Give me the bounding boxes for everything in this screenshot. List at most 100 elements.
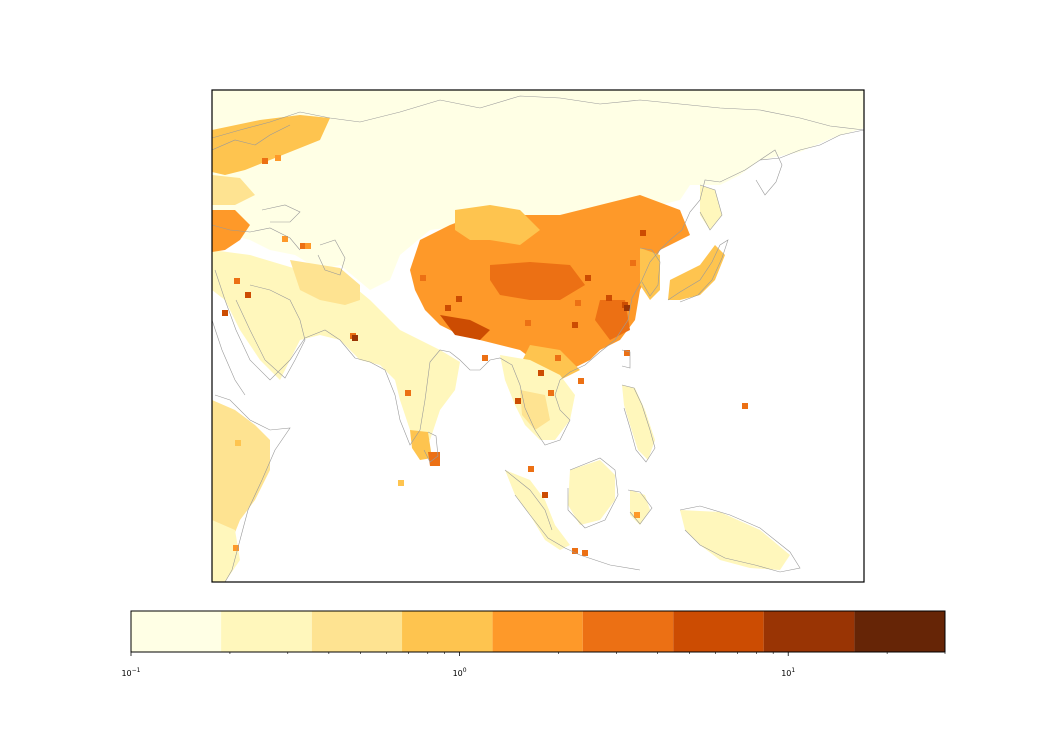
coastline: [639, 247, 661, 297]
heat-cell: [515, 398, 521, 404]
heat-region: [410, 430, 432, 460]
coastline: [667, 239, 729, 303]
map-frame: [211, 89, 865, 583]
coastline: [235, 284, 306, 379]
heat-cell: [482, 355, 488, 361]
heat-cell: [575, 300, 581, 306]
coastline: [679, 505, 801, 573]
heat-cell: [456, 296, 462, 302]
colorbar-segment: [492, 611, 583, 652]
coastline: [567, 457, 619, 529]
colorbar-segments: [131, 611, 945, 652]
coastline: [423, 431, 439, 463]
heat-cell: [233, 545, 239, 551]
heat-region: [668, 245, 725, 300]
heat-cell: [624, 305, 630, 311]
heat-cell: [606, 295, 612, 301]
heat-cell: [420, 275, 426, 281]
coastline-layer: [212, 95, 864, 582]
heatmap-layer: [212, 90, 864, 582]
heat-cell: [405, 390, 411, 396]
heat-cell: [624, 350, 630, 356]
coastline: [621, 384, 656, 463]
coastline: [261, 204, 301, 223]
heat-cell: [555, 355, 561, 361]
coastline: [514, 494, 641, 571]
heat-region: [520, 390, 550, 430]
heat-region: [505, 470, 570, 550]
heat-cell: [234, 278, 240, 284]
colorbar-tick-label: 10−1: [121, 667, 140, 678]
heat-cell: [548, 390, 554, 396]
colorbar-segment: [673, 611, 764, 652]
heat-region: [490, 262, 585, 300]
coastline: [214, 129, 864, 446]
colorbar-tick-label: 100: [453, 667, 467, 678]
heat-cell: [572, 322, 578, 328]
coastline: [214, 394, 291, 582]
heat-cell: [222, 310, 228, 316]
heat-cell: [352, 335, 358, 341]
coastline: [755, 149, 783, 196]
heat-cell: [600, 270, 606, 276]
colorbar-ticks: 10−1 100 101: [121, 652, 946, 678]
heat-cell: [305, 243, 311, 249]
colorbar-tick-label: 101: [781, 667, 795, 678]
heat-cell: [235, 440, 241, 446]
heat-region: [212, 250, 460, 445]
heat-cell: [435, 282, 441, 288]
coastline: [621, 349, 631, 369]
heat-cell: [613, 322, 619, 328]
heat-cell: [275, 155, 281, 161]
heat-cell: [538, 370, 544, 376]
heat-cell: [245, 292, 251, 298]
coastline: [627, 489, 653, 525]
colorbar-segment: [582, 611, 674, 652]
colorbar-segment: [402, 611, 493, 652]
coastline: [212, 319, 246, 396]
heat-cell: [300, 243, 306, 249]
heat-region: [568, 460, 615, 525]
coastline: [504, 469, 553, 531]
heat-cell: [470, 325, 476, 331]
heat-cell: [462, 320, 468, 326]
heat-region: [680, 510, 790, 570]
coastline: [212, 95, 864, 139]
colorbar-segment: [763, 611, 855, 652]
heat-region: [455, 205, 540, 245]
heat-cell: [585, 275, 591, 281]
coastline: [699, 184, 723, 231]
heat-cell: [282, 236, 288, 242]
heat-cell: [582, 550, 588, 556]
colorbar: 10−1 100 101: [121, 610, 946, 678]
heat-cell: [630, 260, 636, 266]
colorbar-segment: [221, 611, 312, 652]
colorbar-segment: [854, 611, 945, 652]
heat-cell: [528, 466, 534, 472]
heat-cell: [572, 548, 578, 554]
heat-cell: [634, 512, 640, 518]
coastline: [212, 124, 291, 151]
heat-region: [212, 175, 255, 205]
heat-region: [622, 385, 655, 460]
heat-cell: [262, 158, 268, 164]
heat-cell: [640, 230, 646, 236]
colorbar-frame: [130, 610, 946, 653]
heat-cell: [525, 320, 531, 326]
coastline: [317, 239, 346, 276]
heat-cell: [398, 480, 404, 486]
colorbar-segment: [311, 611, 403, 652]
heat-cell: [445, 305, 451, 311]
heat-region: [212, 90, 864, 290]
heat-cell: [542, 492, 548, 498]
heat-region: [440, 315, 490, 340]
heat-region: [212, 210, 250, 252]
map-area: [212, 90, 864, 582]
heat-cell: [742, 403, 748, 409]
heat-region: [212, 115, 330, 175]
colorbar-segment: [131, 611, 222, 652]
heat-region: [212, 400, 270, 560]
heat-region: [290, 260, 360, 305]
